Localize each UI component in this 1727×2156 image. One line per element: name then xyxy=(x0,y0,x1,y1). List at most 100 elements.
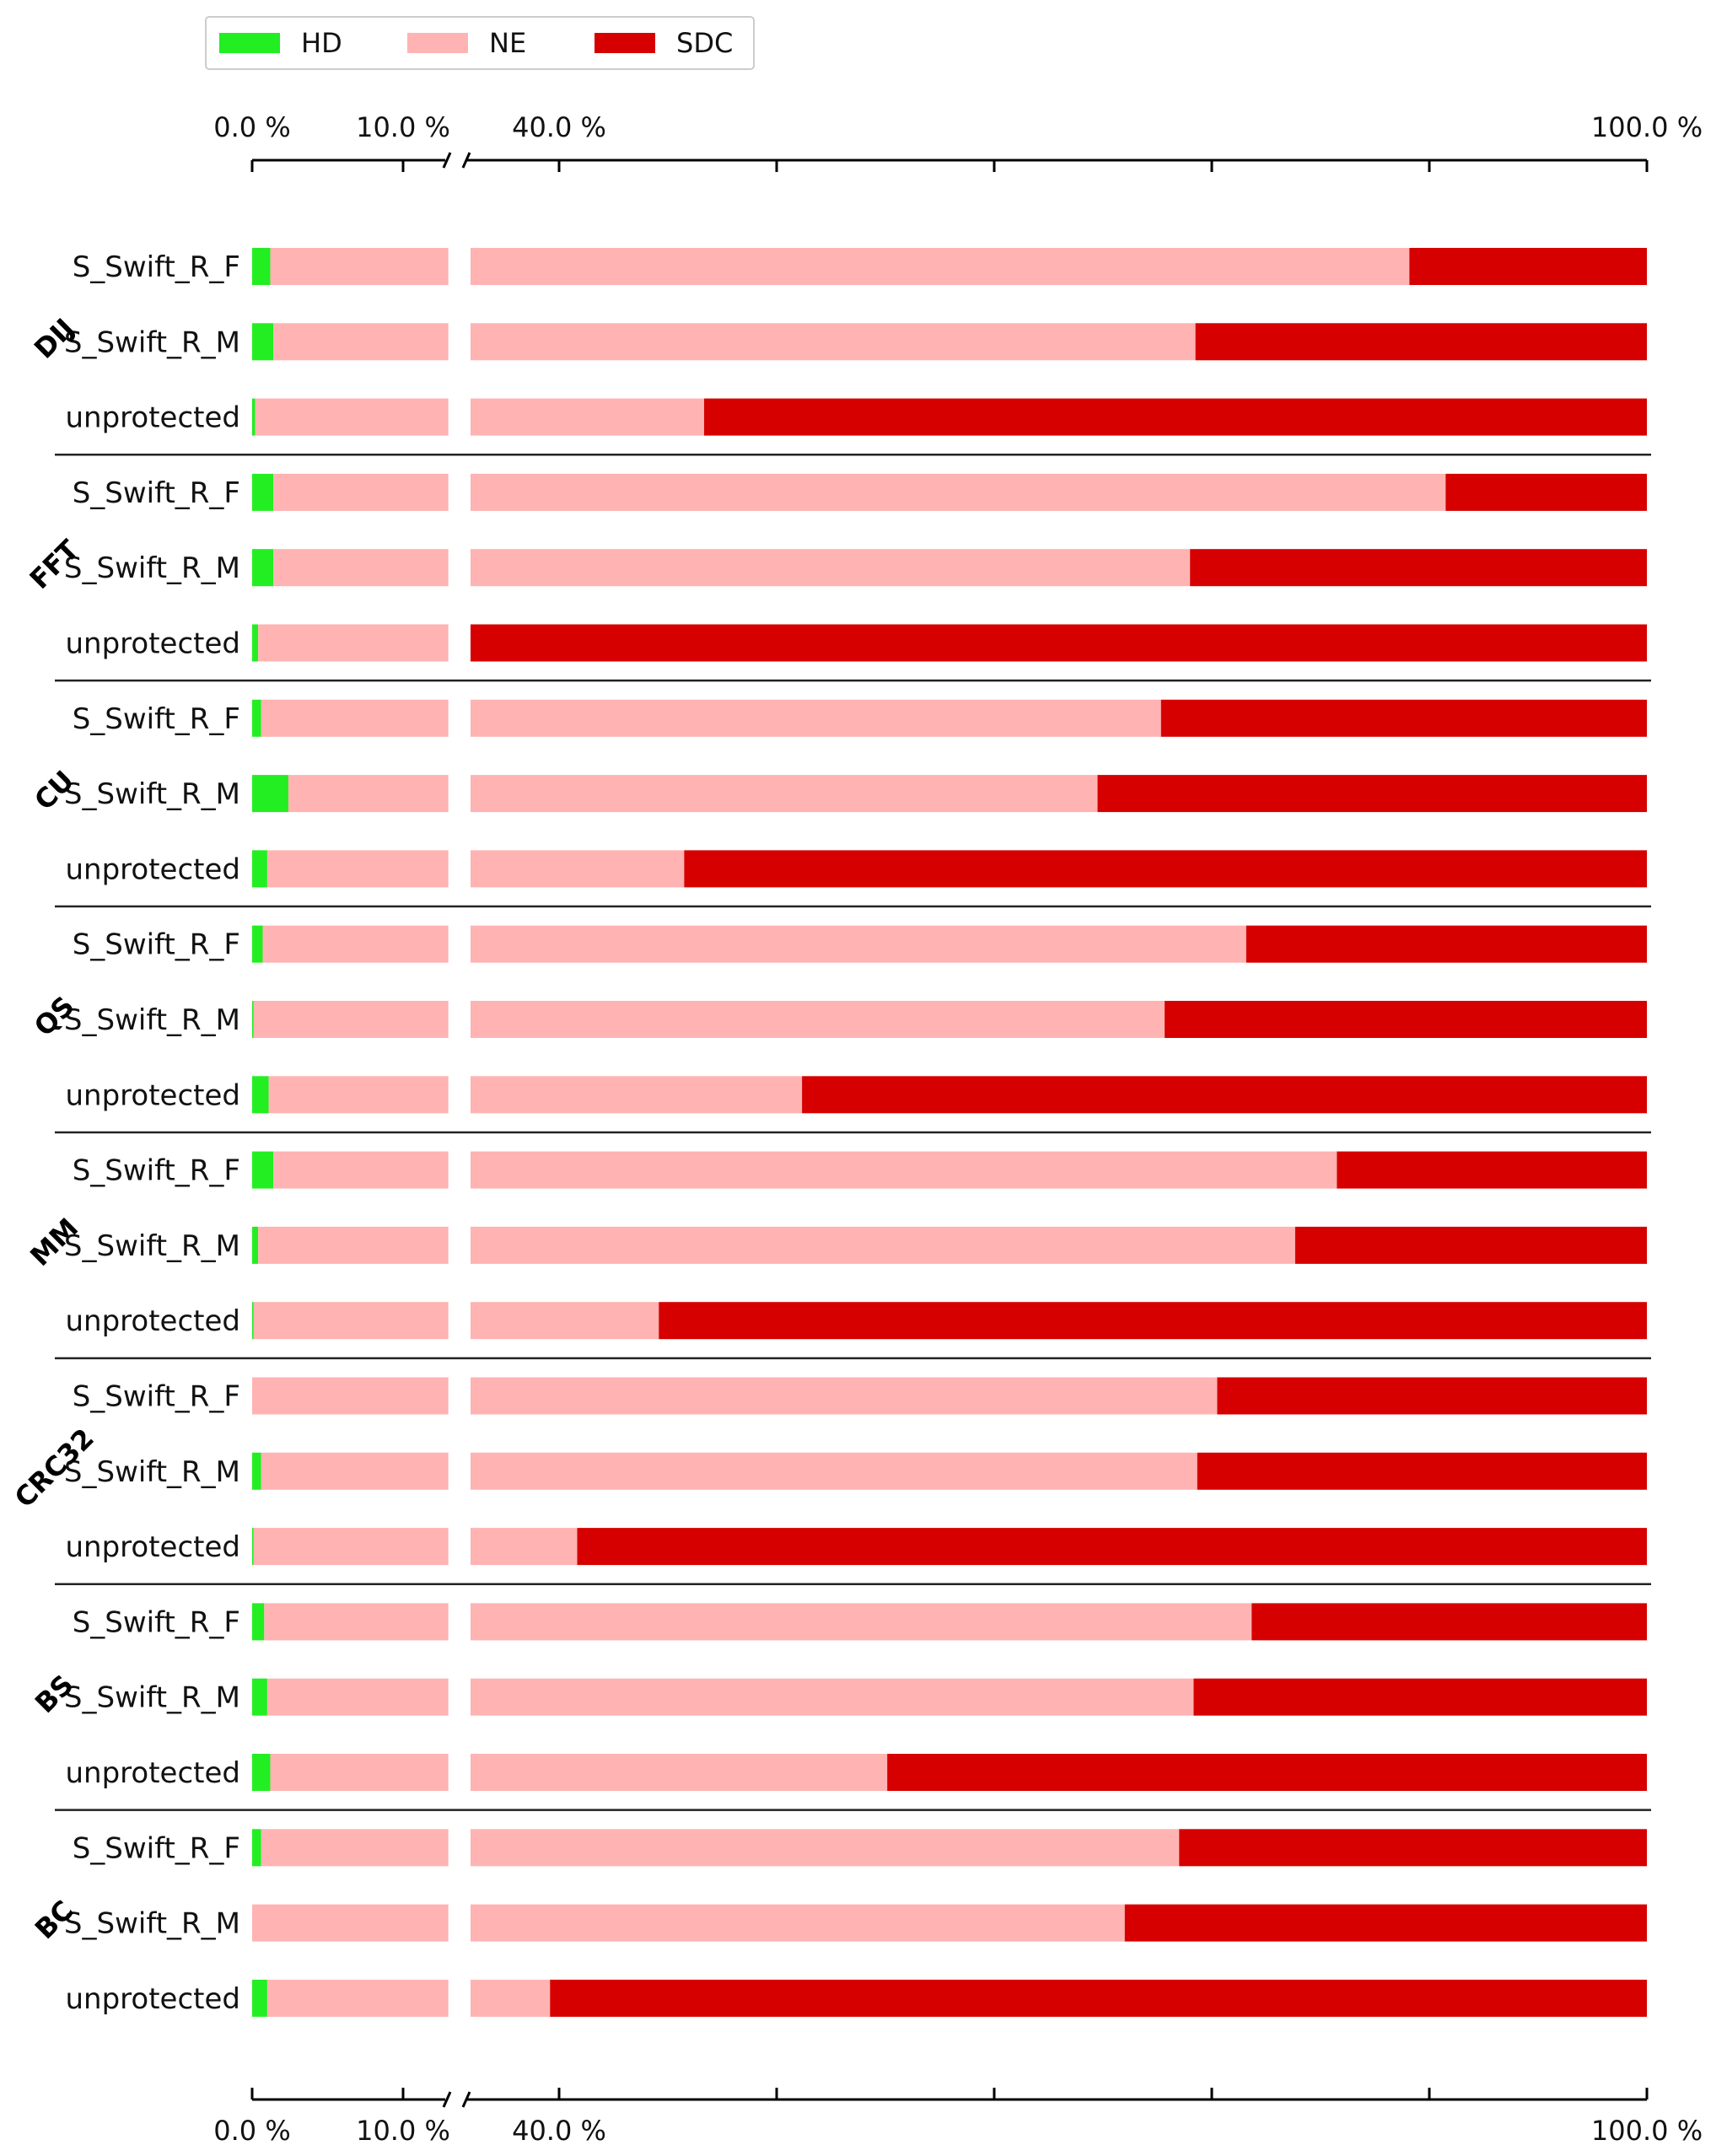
bar-qs-unprotected-ne xyxy=(471,1076,803,1114)
row-label-s-swift-r-f: S_Swift_R_F xyxy=(73,1154,240,1188)
legend-swatch-hd xyxy=(219,33,280,53)
bar-bc-s-swift-r-f-ne xyxy=(471,1829,1180,1867)
row-label-s-swift-r-m: S_Swift_R_M xyxy=(64,1681,240,1715)
legend: HD NE SDC xyxy=(205,16,755,70)
bar-bs-unprotected-ne xyxy=(270,1754,449,1791)
row-label-s-swift-r-m: S_Swift_R_M xyxy=(64,1907,240,1941)
bar-qs-s-swift-r-f-ne xyxy=(471,925,1246,963)
bar-mm-s-swift-r-m-sdc xyxy=(1294,1226,1647,1264)
bar-qs-s-swift-r-f-hd xyxy=(252,925,263,963)
bar-cu-s-swift-r-f-hd xyxy=(252,699,261,737)
bar-fft-s-swift-r-m-sdc xyxy=(1190,549,1647,587)
bar-crc32-s-swift-r-f-ne xyxy=(471,1377,1218,1415)
bar-dij-unprotected-hd xyxy=(252,398,256,436)
row-label-s-swift-r-m: S_Swift_R_M xyxy=(64,325,240,359)
bar-cu-unprotected-ne xyxy=(471,850,685,888)
bar-cu-s-swift-r-m-ne xyxy=(471,775,1098,813)
legend-swatch-sdc xyxy=(594,33,655,53)
axis-break-mark-a-bottom xyxy=(442,2091,452,2108)
bar-crc32-unprotected-ne xyxy=(253,1528,449,1566)
bar-mm-s-swift-r-m-ne xyxy=(471,1226,1295,1264)
bar-dij-s-swift-r-f-hd xyxy=(252,248,271,285)
row-label-s-swift-r-m: S_Swift_R_M xyxy=(64,777,240,811)
bar-qs-s-swift-r-f-ne xyxy=(262,925,449,963)
bar-bc-s-swift-r-m-ne xyxy=(252,1904,449,1942)
tick-label-top: 100.0 % xyxy=(1591,111,1703,143)
bar-mm-s-swift-r-f-sdc xyxy=(1337,1151,1647,1189)
row-label-s-swift-r-m: S_Swift_R_M xyxy=(64,1003,240,1037)
bar-fft-s-swift-r-m-ne xyxy=(273,549,449,587)
bar-bs-unprotected-sdc xyxy=(887,1754,1647,1791)
row-label-unprotected: unprotected xyxy=(66,852,241,886)
bar-dij-s-swift-r-f-sdc xyxy=(1409,248,1647,285)
bar-cu-unprotected-ne xyxy=(266,850,449,888)
tick-label-top: 40.0 % xyxy=(512,111,606,143)
row-label-s-swift-r-f: S_Swift_R_F xyxy=(73,1831,240,1865)
bar-crc32-unprotected-hd xyxy=(252,1528,254,1566)
group-label-mm: MM xyxy=(24,1212,84,1272)
bar-qs-s-swift-r-m-ne xyxy=(253,1001,449,1038)
tick-label-bottom: 0.0 % xyxy=(213,2115,290,2147)
bar-fft-s-swift-r-f-sdc xyxy=(1445,473,1647,511)
row-label-unprotected: unprotected xyxy=(66,1304,241,1338)
row-label-s-swift-r-m: S_Swift_R_M xyxy=(64,1229,240,1263)
bar-crc32-unprotected-ne xyxy=(471,1528,578,1566)
bar-crc32-s-swift-r-f-ne xyxy=(252,1377,449,1415)
bar-fft-s-swift-r-f-ne xyxy=(273,473,449,511)
bar-bc-s-swift-r-f-sdc xyxy=(1179,1829,1647,1867)
bar-bc-unprotected-hd xyxy=(252,1979,267,2017)
bar-qs-s-swift-r-m-ne xyxy=(471,1001,1165,1038)
row-label-s-swift-r-f: S_Swift_R_F xyxy=(73,928,240,962)
bar-bs-s-swift-r-f-hd xyxy=(252,1603,265,1641)
bar-crc32-s-swift-r-m-ne xyxy=(261,1452,449,1490)
legend-label-hd: HD xyxy=(301,27,342,59)
legend-box xyxy=(205,16,755,70)
row-label-unprotected: unprotected xyxy=(66,1756,241,1790)
bar-cu-s-swift-r-f-ne xyxy=(261,699,449,737)
bar-bs-s-swift-r-f-ne xyxy=(471,1603,1252,1641)
bar-bc-s-swift-r-f-ne xyxy=(261,1829,449,1867)
bar-cu-s-swift-r-f-sdc xyxy=(1160,699,1647,737)
bar-bs-unprotected-hd xyxy=(252,1754,271,1791)
bar-dij-unprotected-sdc xyxy=(704,398,1647,436)
bar-cu-unprotected-hd xyxy=(252,850,267,888)
bar-mm-unprotected-sdc xyxy=(659,1302,1647,1340)
bar-cu-s-swift-r-f-ne xyxy=(471,699,1161,737)
bar-dij-s-swift-r-m-sdc xyxy=(1195,323,1647,361)
bar-fft-s-swift-r-m-ne xyxy=(471,549,1191,587)
bar-bc-s-swift-r-m-ne xyxy=(471,1904,1125,1942)
bar-bc-unprotected-sdc xyxy=(550,1979,1647,2017)
bar-fft-s-swift-r-f-ne xyxy=(471,473,1446,511)
row-labels: S_Swift_R_F S_Swift_R_M unprotected S_Swift… xyxy=(64,250,240,2016)
bar-fft-s-swift-r-f-hd xyxy=(252,473,274,511)
bar-bs-s-swift-r-m-hd xyxy=(252,1678,267,1716)
bar-dij-unprotected-ne xyxy=(255,398,449,436)
row-label-s-swift-r-f: S_Swift_R_F xyxy=(73,476,240,510)
tick-label-top: 10.0 % xyxy=(356,111,450,143)
bar-dij-s-swift-r-f-ne xyxy=(270,248,449,285)
bar-mm-s-swift-r-f-ne xyxy=(471,1151,1337,1189)
bar-bc-s-swift-r-f-hd xyxy=(252,1829,261,1867)
bar-mm-unprotected-hd xyxy=(252,1302,254,1340)
axis-break-mark-a-top xyxy=(442,152,452,169)
tick-label-bottom: 100.0 % xyxy=(1591,2115,1703,2147)
row-label-unprotected: unprotected xyxy=(66,1982,241,2016)
bar-mm-s-swift-r-f-ne xyxy=(273,1151,449,1189)
bar-dij-s-swift-r-m-ne xyxy=(471,323,1196,361)
bar-crc32-s-swift-r-f-sdc xyxy=(1217,1377,1647,1415)
bar-dij-s-swift-r-m-hd xyxy=(252,323,274,361)
bar-bs-s-swift-r-m-ne xyxy=(266,1678,449,1716)
bar-crc32-s-swift-r-m-sdc xyxy=(1197,1452,1647,1490)
bars xyxy=(252,248,1647,2017)
bar-bc-unprotected-ne xyxy=(266,1979,449,2017)
bar-qs-s-swift-r-m-sdc xyxy=(1165,1001,1647,1038)
bar-fft-unprotected-sdc xyxy=(471,624,1647,662)
legend-label-sdc: SDC xyxy=(676,27,733,59)
bar-crc32-s-swift-r-m-ne xyxy=(471,1452,1197,1490)
bar-dij-unprotected-ne xyxy=(471,398,704,436)
bar-qs-unprotected-hd xyxy=(252,1076,269,1114)
bar-bc-unprotected-ne xyxy=(471,1979,551,2017)
bar-dij-s-swift-r-m-ne xyxy=(273,323,449,361)
legend-label-ne: NE xyxy=(489,27,526,59)
bar-fft-unprotected-hd xyxy=(252,624,259,662)
